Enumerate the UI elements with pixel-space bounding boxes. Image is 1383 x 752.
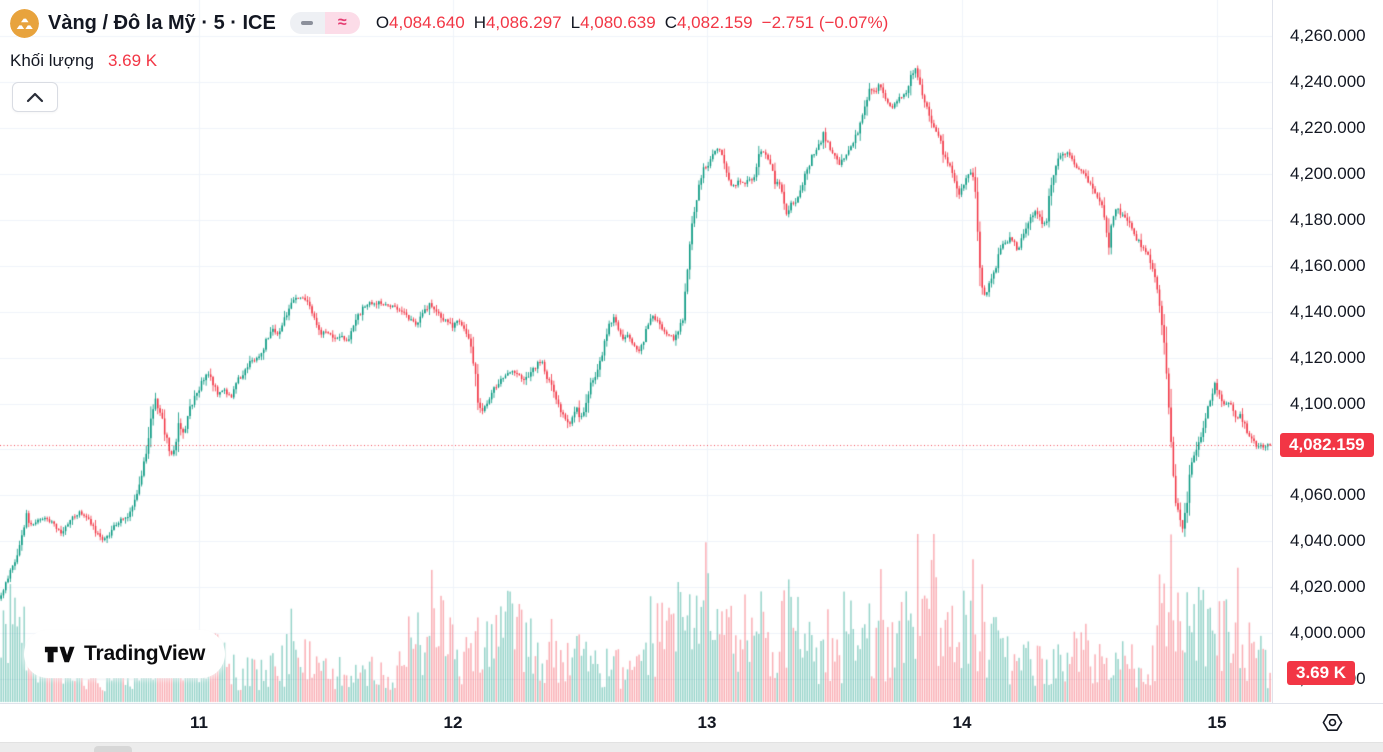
- volume-indicator-value: 3.69 K: [107, 51, 158, 70]
- low-value: 4,080.639: [580, 13, 656, 32]
- bottom-panel-edge: [0, 742, 1383, 752]
- axis-settings-button[interactable]: [1320, 710, 1344, 734]
- candlestick-chart-canvas[interactable]: [0, 0, 1272, 703]
- close-label: C: [664, 13, 677, 32]
- tradingview-mark-icon: [44, 646, 75, 662]
- price-tick-label: 4,120.000: [1290, 347, 1366, 367]
- volume-badge: 3.69 K: [1287, 660, 1356, 685]
- price-tick-label: 4,220.000: [1290, 117, 1366, 137]
- volume-indicator-row: Khối lượng 3.69 K: [10, 51, 888, 71]
- delayed-data-icon: ≈: [324, 12, 360, 34]
- market-closed-icon: [289, 12, 325, 34]
- instrument-settings-icon: [1322, 713, 1342, 731]
- last-price-badge: 4,082.159: [1280, 432, 1374, 457]
- tradingview-logo[interactable]: TradingView: [24, 630, 226, 678]
- time-tick-label: 14: [952, 713, 972, 732]
- price-tick-label: 4,160.000: [1290, 255, 1366, 275]
- low-label: L: [570, 13, 581, 32]
- bottom-panel-handle[interactable]: [94, 746, 132, 752]
- price-tick-label: 4,260.000: [1290, 26, 1366, 45]
- price-tick-label: 4,140.000: [1290, 301, 1366, 321]
- price-tick-label: 4,020.000: [1290, 577, 1366, 597]
- time-tick-label: 15: [1207, 713, 1227, 732]
- price-axis[interactable]: 4,082.159 3.69 K 4,260.000 4,240.000 4,220…: [1272, 0, 1383, 703]
- price-tick-label: 4,200.000: [1290, 163, 1366, 183]
- volume-indicator-label[interactable]: Khối lượng: [10, 51, 94, 70]
- price-tick-label: 4,240.000: [1290, 71, 1366, 91]
- market-status-pill[interactable]: ≈: [289, 12, 360, 34]
- ohlc-readout: O4,084.640 H4,086.297 L4,080.639 C4,082.…: [376, 13, 888, 33]
- time-axis[interactable]: 11 12 13 14 15: [0, 703, 1383, 743]
- time-tick-label: 13: [697, 713, 717, 732]
- open-value: 4,084.640: [389, 13, 465, 32]
- gold-symbol-icon: [10, 8, 39, 38]
- time-tick-label: 11: [190, 713, 208, 732]
- open-label: O: [375, 13, 390, 32]
- symbol-title[interactable]: Vàng / Đô la Mỹ · 5 · ICE: [48, 11, 276, 34]
- price-tick-label: 4,040.000: [1290, 531, 1366, 551]
- time-tick-label: 12: [443, 713, 463, 732]
- price-tick-label: 4,060.000: [1290, 485, 1366, 505]
- tradingview-logo-text: TradingView: [84, 642, 206, 665]
- chart-legend: Vàng / Đô la Mỹ · 5 · ICE ≈ O4,084.640 H…: [10, 8, 888, 71]
- change-value: −2.751 (−0.07%): [761, 13, 889, 32]
- symbol-row: Vàng / Đô la Mỹ · 5 · ICE ≈ O4,084.640 H…: [10, 8, 888, 38]
- collapse-legend-button[interactable]: [12, 82, 58, 112]
- high-value: 4,086.297: [485, 13, 562, 32]
- close-value: 4,082.159: [677, 13, 753, 32]
- chevron-up-icon: [26, 92, 44, 102]
- price-tick-label: 4,000.000: [1290, 623, 1366, 643]
- price-tick-label: 4,100.000: [1290, 393, 1366, 413]
- price-tick-label: 4,180.000: [1290, 209, 1366, 229]
- high-label: H: [473, 13, 486, 32]
